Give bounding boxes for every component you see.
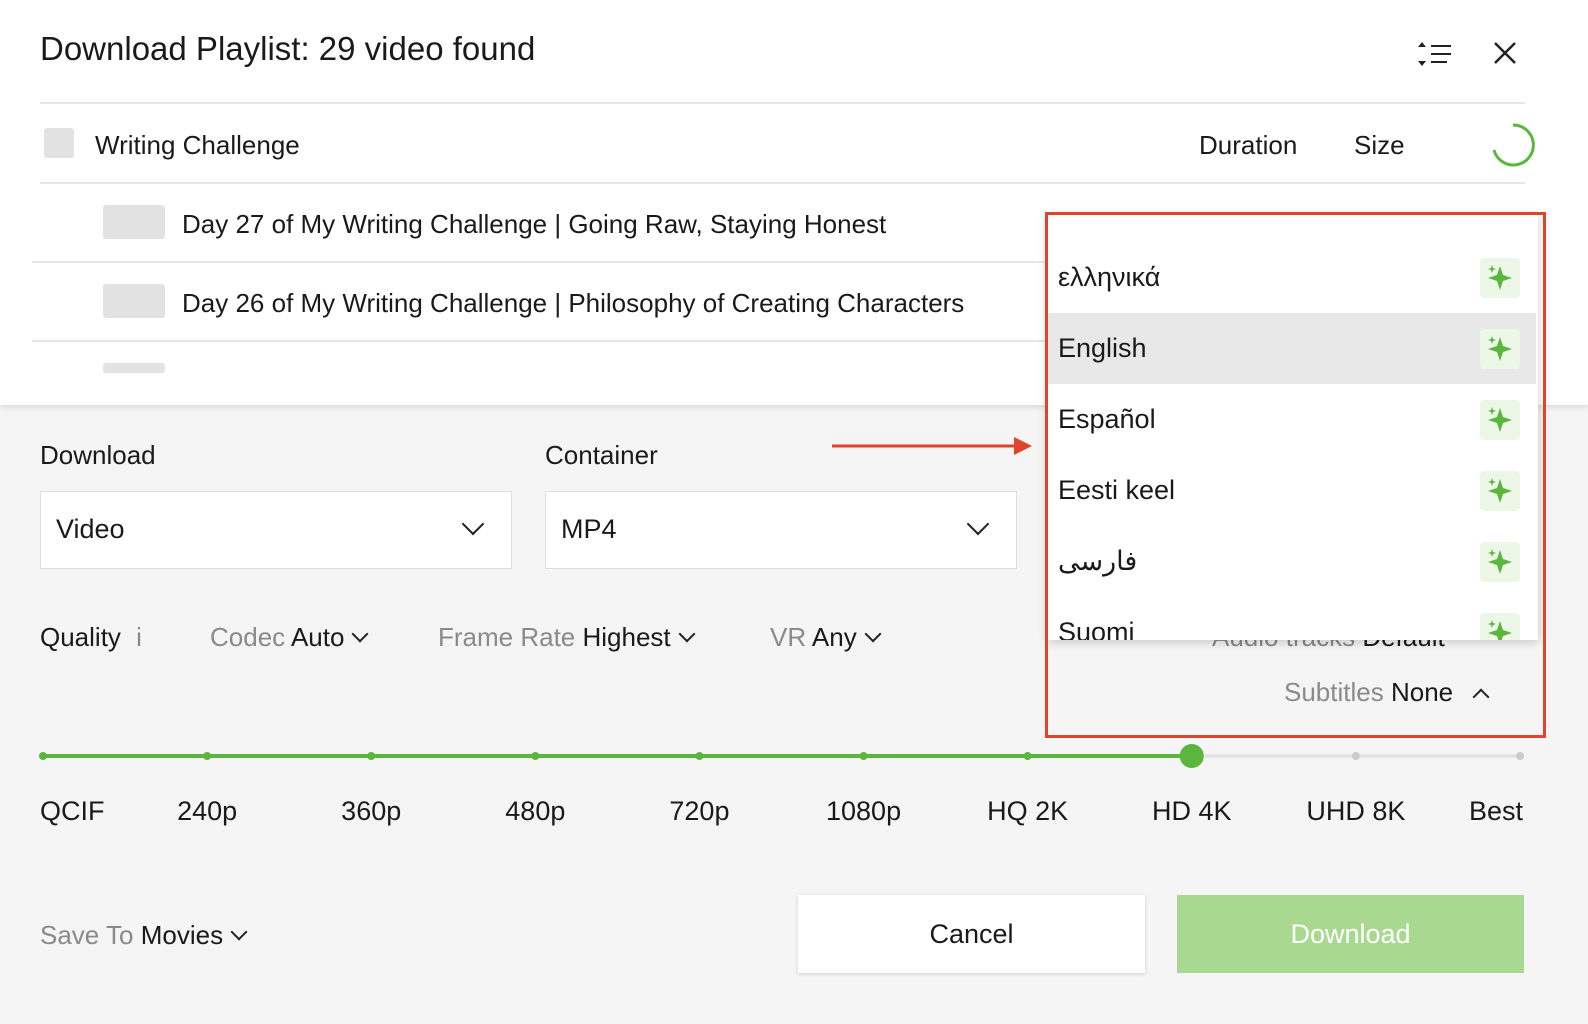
field-label: Container (545, 440, 658, 470)
label: Frame Rate (438, 622, 576, 652)
download-button[interactable]: Download (1177, 895, 1524, 973)
chevron (461, 512, 485, 536)
quality-level[interactable]: HQ 2K (987, 796, 1068, 826)
quality-slider[interactable]: QCIF 240p 360p 480p 720p 1080p HQ 2K HD 4K UHD 8… (0, 730, 1588, 840)
quality-level[interactable]: 360p (341, 796, 401, 826)
item-checkbox[interactable] (103, 363, 165, 373)
sparkle (1488, 265, 1512, 290)
dialog-title: Download Playlist: 29 video found (40, 30, 536, 67)
sparkle (1488, 478, 1512, 503)
select-all-checkbox[interactable] (44, 128, 74, 158)
slider-stop (1023, 752, 1032, 760)
close-button[interactable] (1492, 40, 1518, 66)
subtitle-menu: ελληνικά English Español Eesti keel فارسی Suo… (1048, 214, 1538, 640)
quality-level[interactable]: 720p (669, 796, 729, 826)
loading-spinner (1492, 123, 1535, 167)
quality-level[interactable]: Best (1469, 796, 1524, 826)
sparkle (1488, 407, 1512, 432)
info-icon[interactable]: i (136, 622, 142, 652)
vr-option[interactable]: VR Any (770, 622, 882, 653)
select-value: MP4 (561, 514, 617, 544)
slider-stop (367, 752, 376, 760)
menu-item[interactable]: Español (1048, 384, 1536, 455)
ai-translate-icon[interactable] (1480, 471, 1520, 511)
save-to-option[interactable]: Save To Movies (40, 920, 248, 951)
video-title: Day 26 of My Writing Challenge | Philoso… (182, 288, 965, 318)
language: فارسی (1058, 546, 1138, 576)
slider-stop (1516, 752, 1524, 760)
column-header: Duration (1199, 130, 1298, 160)
label: Codec (210, 622, 286, 652)
sparkle (1488, 620, 1512, 640)
frame-rate-option[interactable]: Frame Rate Highest (438, 622, 696, 653)
language: ελληνικά (1058, 262, 1161, 292)
slider-stop (531, 752, 540, 760)
item-checkbox[interactable] (103, 284, 165, 318)
language: Español (1058, 404, 1156, 434)
annotation-arrow (832, 437, 1032, 455)
quality-level[interactable]: HD 4K (1152, 796, 1232, 826)
value: None (1390, 677, 1454, 707)
label: Quality (40, 622, 121, 652)
slider-stop (1351, 752, 1360, 760)
quality-label: Quality i (40, 622, 142, 653)
select-value: Video (56, 514, 125, 544)
sparkle (1488, 336, 1512, 361)
column-header: Size (1354, 130, 1405, 160)
quality-level[interactable]: QCIF (40, 796, 105, 826)
slider-knob[interactable] (1179, 744, 1204, 768)
chevron (966, 512, 990, 536)
quality-level[interactable]: 480p (505, 796, 565, 826)
ai-translate-icon[interactable] (1480, 329, 1520, 369)
ai-translate-icon[interactable] (1480, 613, 1520, 640)
slider-stop (39, 752, 47, 760)
value: Auto (290, 622, 345, 652)
playlist-panel: Download Playlist: 29 video found Writin… (0, 0, 1588, 405)
label: Save To (40, 920, 134, 950)
container-select[interactable]: MP4 (545, 491, 1017, 569)
item-checkbox[interactable] (103, 205, 165, 239)
language: Eesti keel (1058, 475, 1176, 505)
codec-option[interactable]: Codec Auto (210, 622, 369, 653)
chevron (230, 923, 248, 941)
highlight-box (1045, 212, 1546, 738)
cancel-button[interactable]: Cancel (798, 895, 1145, 973)
menu-item[interactable]: English (1048, 313, 1536, 384)
ai-translate-icon[interactable] (1480, 400, 1520, 440)
subtitles-option[interactable]: Subtitles None (1284, 677, 1490, 708)
value: Highest (582, 622, 671, 652)
ai-translate-icon[interactable] (1480, 258, 1520, 298)
slider-stop (203, 752, 212, 760)
chevron (678, 625, 696, 643)
divider (40, 182, 1525, 184)
value: Any (811, 622, 857, 652)
language: Suomi (1058, 617, 1135, 640)
video-title: Day 27 of My Writing Challenge | Going R… (182, 209, 887, 239)
menu-item[interactable]: ελληνικά (1048, 242, 1536, 313)
ai-translate-icon[interactable] (1480, 542, 1520, 582)
menu-item[interactable]: فارسی (1048, 526, 1536, 597)
label: Subtitles (1284, 677, 1384, 707)
chevron (351, 625, 369, 643)
divider (40, 102, 1525, 104)
slider-stop (695, 752, 704, 760)
divider (32, 340, 1532, 342)
value: Movies (140, 920, 224, 950)
sparkle (1488, 549, 1512, 574)
quality-level[interactable]: 1080p (826, 796, 901, 826)
sort-button[interactable] (1415, 38, 1455, 70)
download-select[interactable]: Video (40, 491, 512, 569)
chevron (864, 625, 882, 643)
menu-item[interactable]: Suomi (1048, 597, 1536, 640)
language: English (1058, 333, 1147, 363)
field-label: Download (40, 440, 156, 470)
quality-level[interactable]: 240p (177, 796, 237, 826)
quality-level[interactable]: UHD 8K (1306, 796, 1405, 826)
slider-stop (859, 752, 868, 760)
divider (32, 261, 1532, 263)
playlist-name: Writing Challenge (95, 130, 300, 160)
menu-item[interactable]: Eesti keel (1048, 455, 1536, 526)
label: VR (770, 622, 807, 652)
